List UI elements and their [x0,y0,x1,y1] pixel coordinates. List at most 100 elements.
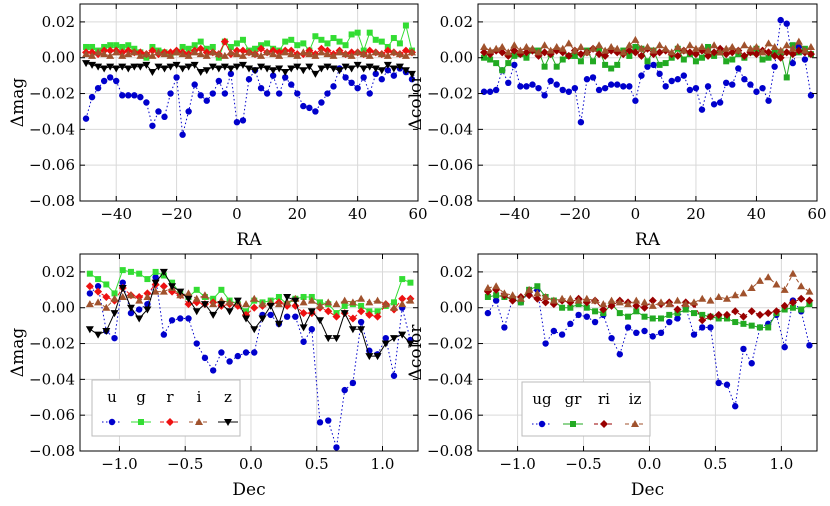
data-point-iz [800,46,809,54]
data-point-i [307,296,316,304]
data-point-z [359,65,368,73]
data-point-ug [484,309,492,317]
data-point-u [209,90,216,97]
data-point-ug [505,79,512,87]
data-point-ug [732,403,739,410]
data-point-ug [759,84,766,92]
data-point-r [148,46,157,55]
data-point-iz [689,298,698,306]
data-point-z [383,61,392,69]
series-line-r [89,283,411,320]
data-point-z [395,63,404,71]
y-tick-label: −0.04 [427,370,473,388]
data-point-ug [626,83,633,90]
data-point-i [124,50,133,58]
data-point-z [82,60,91,68]
data-point-ug [771,63,778,70]
data-point-g [282,38,289,45]
data-point-gr [656,61,663,68]
data-point-z [307,308,316,316]
data-point-z [365,63,374,71]
series-z [85,268,415,361]
data-point-iz [637,44,646,52]
data-point-g [300,40,307,47]
data-point-z [287,65,296,73]
data-point-i [275,51,284,59]
data-point-ug [517,83,524,90]
data-point-ug [735,65,742,72]
data-point-u [233,119,241,126]
data-point-g [83,43,90,50]
data-point-u [155,108,162,115]
data-point-u [300,338,307,345]
data-point-u [257,84,265,92]
data-point-ri [685,48,694,57]
data-point-gr [523,54,530,61]
data-point-u [333,444,340,451]
data-point-ug [781,343,788,351]
x-axis-title: RA [236,230,262,250]
data-point-z [88,61,97,69]
data-point-i [377,50,386,58]
data-point-z [250,326,259,334]
legend-marker-r [166,418,174,426]
data-point-i [324,298,333,306]
data-point-r [401,46,410,55]
data-point-ri [691,50,700,59]
data-point-u [86,290,94,297]
data-point-u [135,306,143,313]
y-tick-label: −0.08 [29,192,75,210]
data-point-i [151,287,160,295]
data-point-z [233,297,242,305]
data-point-ug [789,59,796,67]
data-point-u [168,317,176,324]
data-point-ri [498,48,507,57]
data-point-ug [674,76,681,83]
data-point-ri [648,296,657,305]
data-point-iz [649,46,658,54]
data-point-iz [643,42,652,50]
data-point-ug [633,329,640,336]
data-point-iz [589,44,598,52]
data-point-iz [734,46,743,54]
data-point-z [283,293,292,301]
data-point-i [373,296,382,304]
data-point-z [245,65,253,73]
legend-marker-gr [570,421,576,427]
data-point-i [340,296,349,304]
data-point-ri [673,51,682,60]
series-z [82,60,416,78]
data-point-gr [559,56,566,63]
data-point-g [402,22,409,29]
data-point-r [357,307,366,316]
data-point-ug [589,74,597,81]
data-point-ug [553,81,560,88]
data-point-ri [728,48,737,57]
data-point-iz [632,296,641,304]
data-point-u [119,279,126,286]
data-point-iz [570,46,579,54]
data-point-gr [644,58,651,65]
data-point-u [113,77,120,85]
data-point-z [340,310,349,318]
data-point-i [383,51,392,59]
data-point-z [365,353,374,361]
x-tick-label: 0.5 [305,455,329,473]
data-point-iz [731,291,740,299]
data-point-iz [661,44,670,52]
data-point-u [382,334,389,342]
data-point-z [142,61,151,69]
data-point-ri [794,46,803,55]
data-point-iz [582,48,591,56]
data-point-iz [764,39,773,47]
data-point-g [127,268,134,275]
data-point-gr [567,304,574,311]
data-point-g [152,268,159,275]
data-point-i [274,300,283,308]
data-point-g [366,29,373,36]
data-point-z [220,63,229,71]
data-point-z [381,340,390,348]
series-iz [483,269,814,309]
data-point-iz [780,285,789,293]
